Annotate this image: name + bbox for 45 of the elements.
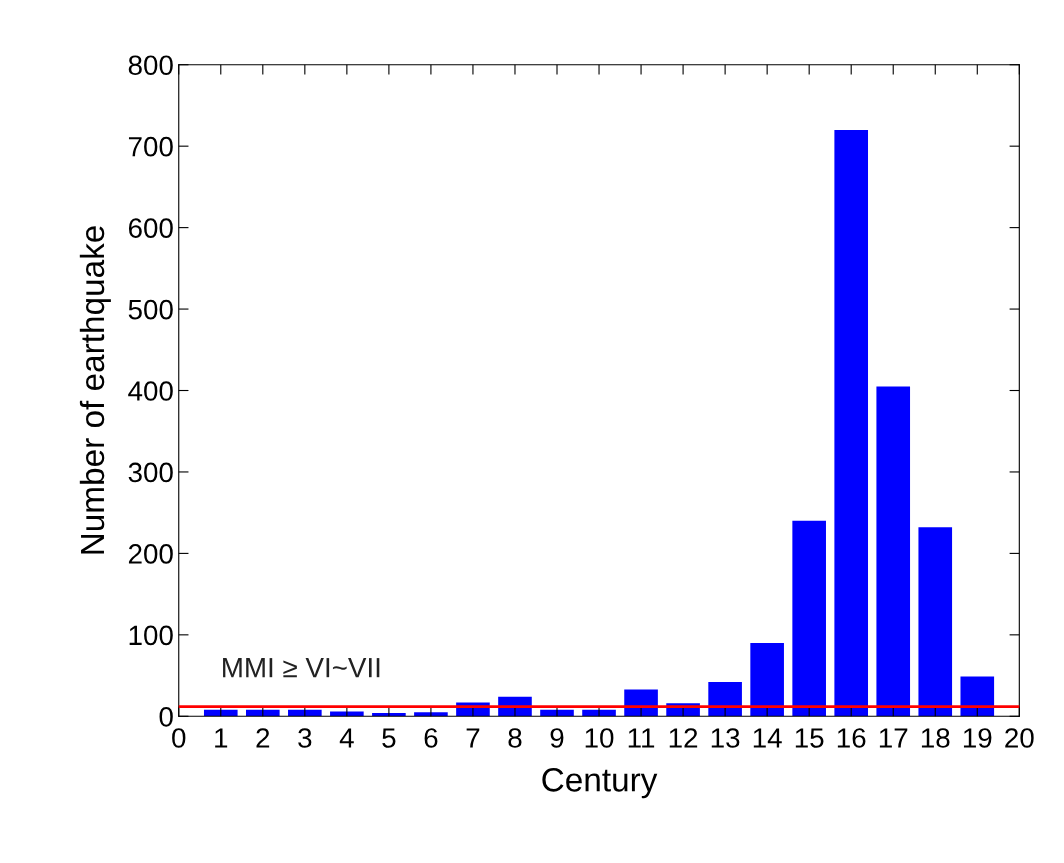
x-tick-label: 9 — [550, 728, 564, 748]
x-tick-label: 18 — [921, 728, 950, 748]
x-tick-label: 20 — [1005, 728, 1034, 748]
annotation: MMI ≥ VI~VII — [223, 658, 380, 678]
x-tick-label: 7 — [466, 728, 480, 748]
y-tick-label: 400 — [128, 381, 173, 401]
x-tick-label: 13 — [711, 728, 740, 748]
bar — [414, 712, 448, 717]
bar — [918, 527, 953, 717]
x-tick-label: 10 — [585, 728, 614, 748]
bar — [288, 709, 322, 717]
bar — [792, 520, 826, 717]
y-tick-label: 300 — [128, 462, 173, 483]
bar — [750, 642, 784, 717]
x-tick-label: 8 — [508, 728, 522, 748]
y-tick-label: 100 — [129, 625, 173, 646]
x-tick-label: 2 — [256, 728, 270, 748]
x-tick-label: 6 — [424, 728, 438, 748]
bar — [960, 676, 995, 717]
x-tick-label: 3 — [298, 728, 312, 748]
x-tick-label: 17 — [879, 728, 908, 748]
x-tick-label: 19 — [963, 728, 992, 748]
x-axis-title: Century — [542, 768, 658, 799]
bar — [372, 713, 406, 717]
bar — [246, 709, 280, 717]
y-tick-label: 0 — [159, 706, 173, 727]
x-tick-label: 11 — [628, 728, 655, 748]
y-tick-label: 500 — [128, 299, 173, 320]
bar — [834, 129, 869, 717]
y-tick-label: 700 — [128, 136, 173, 157]
bar — [330, 711, 364, 717]
bar — [876, 386, 911, 717]
y-tick-label: 600 — [128, 218, 173, 238]
y-tick-label: 800 — [128, 55, 173, 76]
y-axis-title: Number of earthquake — [79, 226, 111, 554]
bar — [203, 709, 238, 717]
x-tick-label: 0 — [172, 728, 186, 748]
x-tick-label: 1 — [215, 728, 228, 748]
y-tick-label: 200 — [128, 544, 173, 564]
x-tick-label: 15 — [795, 728, 824, 748]
x-tick-label: 16 — [837, 728, 866, 748]
x-tick-label: 5 — [382, 728, 396, 748]
x-tick-label: 12 — [669, 728, 698, 748]
x-tick-label: 14 — [753, 728, 782, 748]
x-tick-label: 4 — [339, 728, 354, 748]
